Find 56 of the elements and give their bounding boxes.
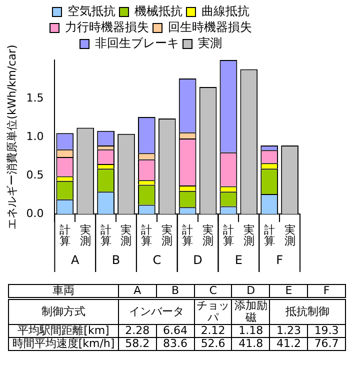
text: 制御方式 [8,298,118,324]
text: 41.2 [270,337,308,350]
legend-label: 力行時機器損失 [65,20,149,34]
legend-label: 非回生ブレーキ [95,36,179,50]
text: F [276,253,284,268]
y-tick-label: 1.0 [26,130,44,143]
legend-label: 回生時機器損失 [168,20,252,34]
legend-label: 実測 [198,36,222,50]
x-tick-label: 実測 [284,223,296,248]
text: 平均駅間距離[km] [8,324,118,338]
text: 時間平均速度[km/h] [8,337,118,350]
y-axis-title: エネルギー消費原単位(kWh/km/car) [5,44,18,230]
x-tick-label: 実測 [80,223,91,248]
text: A [71,253,80,268]
text: 車両 [8,284,118,298]
text: 2.12 [194,324,232,338]
x-tick-label: 計算 [182,223,194,248]
y-tick-label: 1.5 [26,91,44,104]
legend-label: 機械抵抗 [134,4,182,18]
x-tick-label: 計算 [264,223,275,248]
x-tick-label: 実測 [243,223,254,248]
text: 抵抗制御 [270,298,346,324]
y-tick-label: 0.5 [26,168,44,182]
x-tick-label: 計算 [141,223,152,248]
text: 58.2 [118,337,156,350]
text: 添加励磁 [232,298,270,324]
y-tick-label: 0.0 [26,206,44,220]
text: 52.6 [194,337,232,350]
text: C [194,284,232,298]
x-tick-label: 計算 [59,223,70,248]
legend-label: 曲線抵抗 [202,4,250,18]
legend-label: 空気抵抗 [68,4,116,18]
x-tick-label: 実測 [120,223,132,248]
text: E [234,253,242,268]
text: 2.28 [118,324,156,338]
text: 19.3 [308,324,346,338]
text: インバータ [118,298,194,324]
text: A [118,284,156,298]
text: D [232,284,270,298]
text: 1.18 [232,324,270,338]
text: B [112,253,120,268]
text: F [308,284,346,298]
text: チョッパ [194,298,232,324]
text: 41.8 [232,337,270,350]
text: C [152,253,162,268]
x-tick-label: 計算 [222,223,234,248]
text: D [193,253,202,268]
x-tick-label: 計算 [100,223,112,248]
text: E [270,284,308,298]
text: B [156,284,194,298]
x-tick-label: 実測 [162,223,173,248]
text: 76.7 [308,337,346,350]
x-tick-label: 実測 [202,223,214,248]
text: 6.64 [156,324,194,338]
text: 1.23 [270,324,308,338]
text: 83.6 [156,337,194,350]
